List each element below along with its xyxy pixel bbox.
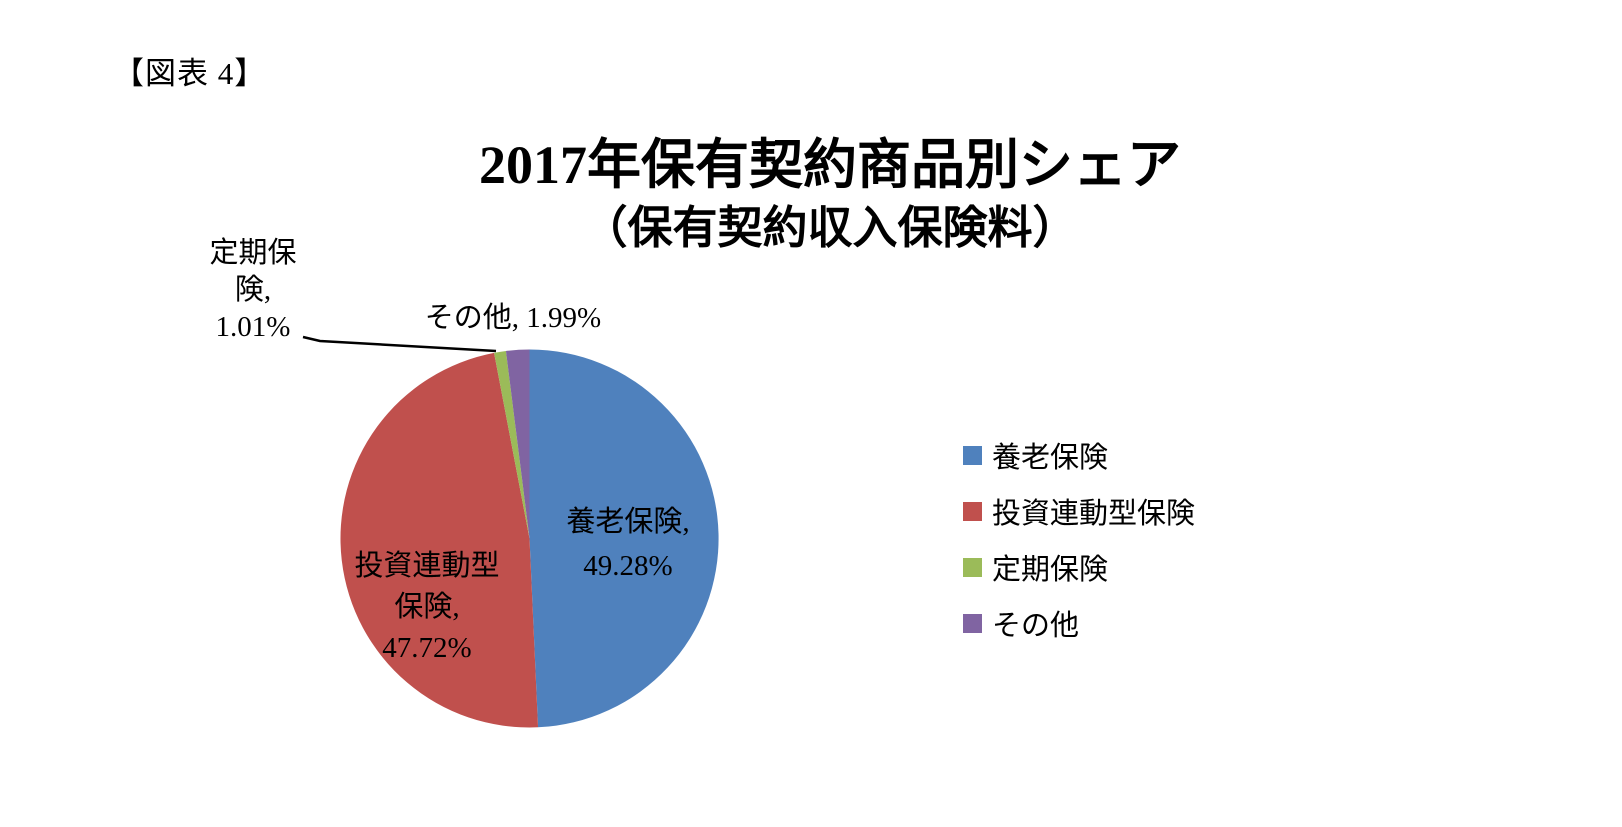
data-label-term: 定期保 険, 1.01% <box>173 235 333 346</box>
legend-swatch-icon <box>963 557 982 577</box>
figure-label: 【図表 4】 <box>113 56 267 91</box>
legend-label: 養老保険 <box>992 442 1109 474</box>
legend-item-養老保険: 養老保険 <box>963 437 1195 474</box>
data-label-line: 険, <box>234 274 272 306</box>
pie-slice-養老保険 <box>529 349 719 728</box>
pie-slice-投資連動型保険 <box>340 352 539 728</box>
data-label-investment: 投資連動型 保険, 47.72% <box>327 546 527 669</box>
pie-slice-その他 <box>505 349 530 539</box>
legend-swatch-icon <box>963 613 982 633</box>
legend-label: 投資連動型保険 <box>992 498 1196 530</box>
legend-item-投資連動型保険: 投資連動型保険 <box>963 493 1196 530</box>
data-label-line: 定期保 <box>209 237 297 269</box>
data-label-line: 養老保険, <box>566 506 690 538</box>
data-label-line: 投資連動型 <box>354 550 500 582</box>
data-label-line: その他, 1.99% <box>424 302 602 334</box>
data-label-line: 49.28% <box>583 550 673 582</box>
legend-item-定期保険: 定期保険 <box>963 549 1195 586</box>
data-label-other: その他, 1.99% <box>403 301 623 335</box>
legend-item-その他: その他 <box>963 605 1195 642</box>
chart-legend: 養老保険投資連動型保険 定期保険その他 <box>963 437 1195 661</box>
chart-title-line2: （保有契約収入保険料） <box>582 203 1078 253</box>
legend-swatch-icon <box>963 445 982 465</box>
pie-slices <box>340 349 719 728</box>
legend-label: その他 <box>992 610 1080 642</box>
data-label-line: 保険, <box>394 591 460 623</box>
data-label-endowment: 養老保険, 49.28% <box>543 500 713 588</box>
chart-title: 2017年保有契約商品別シェア （保有契約収入保険料） <box>410 138 1250 251</box>
data-label-line: 47.72% <box>382 632 472 664</box>
pie-slice-定期保険 <box>494 350 530 539</box>
legend-swatch-icon <box>963 501 982 521</box>
legend-label: 定期保険 <box>992 554 1109 586</box>
chart-title-line1: 2017年保有契約商品別シェア <box>479 135 1181 195</box>
leader-line-term-insurance <box>302 335 497 353</box>
data-label-line: 1.01% <box>215 311 291 343</box>
